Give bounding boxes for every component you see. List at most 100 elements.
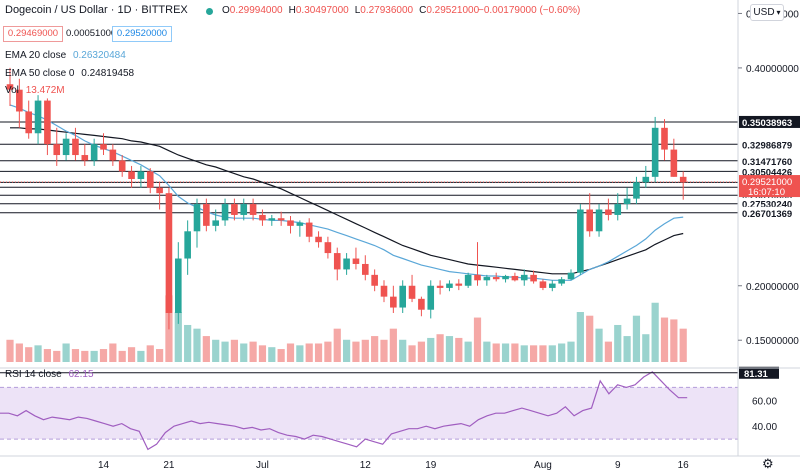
volume-bar bbox=[417, 341, 425, 362]
volume-bar bbox=[314, 343, 323, 362]
x-tick-label: Jul bbox=[256, 460, 269, 471]
candle-body bbox=[221, 204, 229, 221]
rsi-legend[interactable]: RSI 14 close 62.15 bbox=[5, 369, 94, 380]
volume-bar bbox=[408, 345, 416, 362]
candle-body bbox=[287, 220, 294, 226]
candle-body bbox=[399, 285, 406, 308]
level-label-bg bbox=[739, 197, 800, 210]
y-tick-label: 0.15000000 bbox=[746, 336, 799, 347]
volume-bar bbox=[324, 341, 332, 362]
volume-bar bbox=[277, 349, 285, 362]
ema20-name: EMA 20 close bbox=[5, 50, 67, 61]
volume-bar bbox=[670, 319, 678, 362]
volume-bar bbox=[249, 341, 257, 362]
candle-body bbox=[492, 277, 500, 280]
volume-bar bbox=[548, 345, 556, 362]
candle-body bbox=[661, 127, 668, 150]
level-label-bg bbox=[739, 165, 800, 178]
buy-price-box[interactable]: 0.29520000 bbox=[112, 26, 172, 42]
volume-bar bbox=[127, 347, 136, 362]
candle-body bbox=[567, 272, 575, 280]
change-readout: −0.00179000 (−0.60%) bbox=[478, 5, 581, 16]
y-tick-label: 0.20000000 bbox=[746, 282, 799, 293]
volume-bar bbox=[530, 345, 538, 362]
x-tick-label: Aug bbox=[534, 460, 552, 471]
candle-body bbox=[203, 204, 210, 226]
ema50-value: 0.24819458 bbox=[81, 68, 135, 79]
volume-bar bbox=[651, 302, 659, 362]
rsi-line bbox=[0, 371, 688, 451]
volume-bar bbox=[539, 345, 547, 362]
candle-body bbox=[212, 220, 219, 226]
level-label: 0.32986879 bbox=[742, 140, 792, 151]
volume-bar bbox=[156, 349, 164, 362]
rsi-name: RSI 14 close bbox=[5, 369, 62, 380]
x-tick-label: 12 bbox=[360, 460, 372, 471]
ema50-legend[interactable]: EMA 50 close 0 0.24819458 bbox=[5, 68, 134, 79]
volume-bar bbox=[202, 336, 210, 362]
candle-body bbox=[614, 204, 622, 215]
volume-bar bbox=[371, 336, 379, 362]
volume-bar bbox=[642, 334, 650, 362]
volume-bar bbox=[567, 341, 575, 362]
rsi-last-label: 81.31 bbox=[744, 369, 768, 380]
ohlc-readout: O0.29994000 H0.30497000 L0.27936000 C0.2952… bbox=[222, 5, 485, 16]
volume-bar bbox=[34, 345, 42, 362]
candle-body bbox=[586, 209, 593, 232]
volume-bar bbox=[15, 343, 23, 362]
rsi-band bbox=[0, 387, 738, 440]
candle-body bbox=[62, 138, 70, 156]
volume-bar bbox=[464, 341, 472, 362]
ohlc-key-o: O bbox=[222, 5, 230, 16]
candle-body bbox=[390, 296, 397, 308]
volume-bar bbox=[62, 343, 70, 362]
candle-body bbox=[474, 274, 481, 281]
ohlc-value-c: 0.29521000 bbox=[426, 5, 480, 16]
candle-body bbox=[408, 285, 416, 299]
volume-bar bbox=[184, 324, 192, 362]
volume-bar bbox=[389, 328, 397, 362]
candle-body bbox=[90, 144, 98, 161]
candle-body bbox=[577, 209, 584, 273]
volume-bar bbox=[558, 343, 566, 362]
ohlc-key-l: L bbox=[354, 5, 361, 16]
volume-bar bbox=[268, 347, 276, 362]
volume-bar bbox=[333, 328, 341, 362]
volume-bar bbox=[230, 339, 238, 362]
candle-body bbox=[249, 204, 257, 215]
gear-icon[interactable]: ⚙ bbox=[762, 456, 774, 471]
candle-body bbox=[362, 263, 369, 275]
candle-body bbox=[455, 283, 463, 286]
volume-bar bbox=[25, 347, 33, 362]
candle-body bbox=[530, 274, 537, 282]
candle-body bbox=[380, 285, 388, 297]
volume-bar bbox=[361, 339, 369, 362]
volume-bar bbox=[501, 343, 510, 362]
candle-body bbox=[464, 274, 472, 286]
volume-bar bbox=[90, 350, 98, 362]
sell-price-box[interactable]: 0.29469000 bbox=[3, 26, 63, 42]
live-dot-icon bbox=[206, 8, 213, 15]
currency-selector[interactable]: USD ▾ bbox=[750, 4, 784, 21]
candle-body bbox=[118, 160, 126, 172]
candle-body bbox=[146, 171, 154, 188]
candle-body bbox=[25, 111, 32, 134]
candle-body bbox=[305, 222, 313, 237]
volume-bar bbox=[586, 315, 594, 362]
ema20-legend[interactable]: EMA 20 close 0.26320484 bbox=[5, 50, 126, 61]
candle-body bbox=[324, 242, 332, 254]
volume-bar bbox=[436, 334, 444, 362]
rsi-tick-label: 60.00 bbox=[752, 396, 777, 407]
volume-bar bbox=[427, 337, 435, 362]
volume-bar bbox=[53, 350, 61, 362]
candle-body bbox=[231, 204, 238, 215]
volume-bar bbox=[305, 343, 313, 362]
x-tick-label: 14 bbox=[98, 460, 110, 471]
vol-legend[interactable]: Vol 13.472M bbox=[5, 85, 65, 96]
level-label: 0.31471760 bbox=[742, 157, 792, 168]
candle-body bbox=[193, 204, 201, 232]
countdown-label: 16:07:10 bbox=[748, 187, 785, 198]
volume-bar bbox=[623, 336, 631, 362]
x-tick-label: 21 bbox=[163, 460, 175, 471]
